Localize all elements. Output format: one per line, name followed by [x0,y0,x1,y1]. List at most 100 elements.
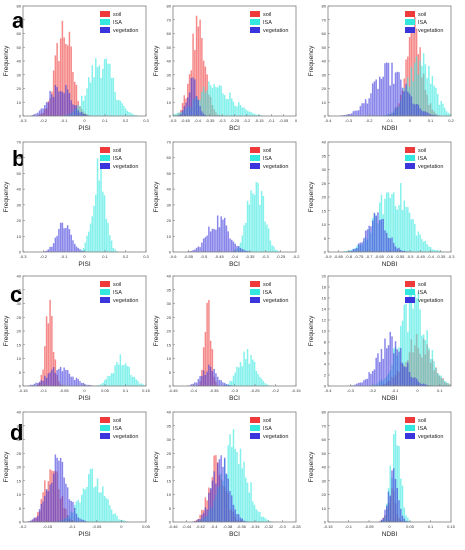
hist-bar [364,379,367,386]
hist-bar [183,95,186,116]
hist-bar [385,505,388,522]
hist-bar [227,231,229,252]
legend-swatch-vegetation [250,163,260,169]
hist-bar [112,373,115,386]
hist-bar [401,87,404,116]
hist-bar [255,509,258,522]
hist-bar [262,195,265,252]
chart-b-pisi: -0.3 -0.2 -0.1 0 0.1 0.2 0.3 0 10 20 30 40 50 60 70 PIS… [3,140,150,269]
y-tick-label: 0 [19,250,22,255]
series-isa [79,158,118,252]
hist-bar [65,483,67,522]
hist-bar [176,113,178,116]
hist-bar [252,501,254,522]
hist-bar [47,491,50,522]
hist-bar [42,380,44,386]
x-tick-label: -0.1 [69,524,77,529]
hist-bar [58,460,60,522]
chart-c-bci: -0.45 -0.4 -0.35 -0.3 -0.25 -0.2 -0.15 0 5 10 15 20… [153,274,301,403]
y-tick-label: 70 [322,17,327,22]
hist-bar [54,454,57,522]
hist-bar [246,482,249,522]
hist-bar [195,15,198,117]
hist-bar [238,367,240,386]
hist-bar [124,108,127,116]
hist-bar [215,373,217,386]
hist-bar [424,340,427,386]
hist-bar [51,246,53,252]
hist-bar [400,249,402,252]
y-tick-label: 10 [322,506,327,511]
x-tick-label: -0.05 [59,388,69,393]
y-tick-label: 10 [167,100,172,105]
hist-bar [400,183,402,252]
hist-bar [428,113,430,116]
hist-bar [103,380,106,386]
legend-swatch-soil [100,281,110,287]
y-tick-label: 5 [19,370,22,375]
y-tick-label: 35 [322,153,327,158]
y-tick-label: 40 [167,410,172,415]
hist-bar [75,246,78,252]
x-tick-label: 0 [416,388,419,393]
hist-bar [180,113,182,116]
hist-bar [380,349,383,386]
hist-bar [45,102,48,116]
hist-bar [422,241,425,252]
hist-bar [65,369,67,386]
legend-swatch-vegetation [250,27,260,33]
hist-bar [181,110,184,116]
legend-swatch-isa [405,19,415,25]
hist-bar [119,354,122,386]
hist-bar [435,87,437,116]
hist-bar [79,249,81,252]
y-tick-label: 40 [17,187,22,192]
hist-bar [86,486,88,522]
hist-bar [447,112,449,116]
hist-bar [407,91,409,116]
y-axis-label: Frequency [153,315,160,346]
hist-bar [257,183,259,252]
hist-bar [361,242,363,252]
hist-bar [403,366,406,386]
hist-bar [445,382,448,386]
hist-bar [398,446,400,522]
hist-bar [72,376,74,386]
y-tick-label: 60 [17,31,22,36]
legend-label-isa: ISA [418,426,427,432]
hist-bar [255,370,258,386]
hist-bar [428,66,430,116]
y-tick-label: 35 [167,423,172,428]
y-tick-label: 20 [322,274,327,279]
hist-bar [259,511,261,522]
hist-bar [88,77,90,116]
y-tick-label: 20 [167,218,172,223]
hist-bar [80,250,83,252]
hist-bar [197,378,200,386]
hist-bar [408,292,411,386]
hist-bar [248,492,251,522]
x-tick-label: -0.45 [416,254,426,259]
x-tick-label: 0 [83,388,86,393]
hist-bar [37,112,39,116]
hist-bar [133,115,136,116]
hist-bar [42,501,44,522]
hist-bar [44,375,46,386]
hist-bar [35,382,37,386]
y-tick-label: 25 [167,451,172,456]
hist-bar [440,100,442,116]
hist-bar [264,383,266,386]
hist-bar [75,84,78,116]
hist-bar [375,79,377,116]
hist-bar [213,84,215,116]
x-tick-label: 0 [409,118,412,123]
hist-bar [202,113,205,116]
legend-label-vegetation: vegetation [263,28,288,34]
x-axis-label: PISI [78,125,90,132]
x-tick-label: 0 [83,254,86,259]
hist-bar [44,105,46,116]
legend: soil ISA vegetation [250,281,288,304]
hist-bar [37,383,39,386]
hist-bar [70,100,72,116]
hist-bar [52,473,55,522]
